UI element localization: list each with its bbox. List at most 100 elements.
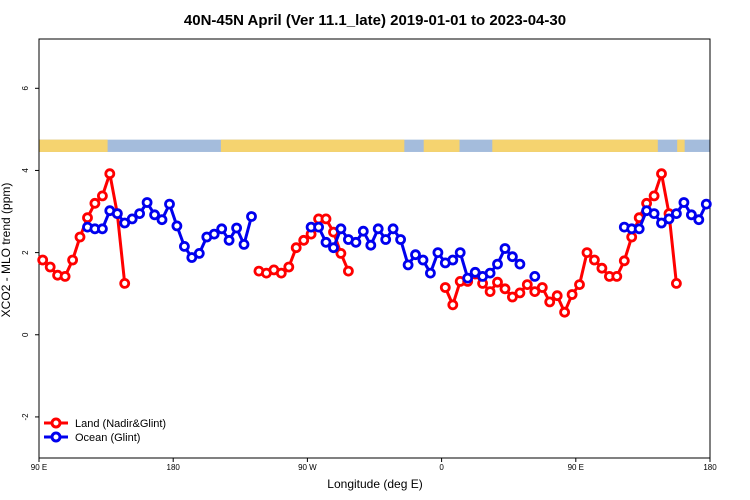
data-point-ocean <box>648 208 660 220</box>
data-point-ocean <box>141 197 153 208</box>
data-point-ocean <box>335 223 347 235</box>
data-point-land <box>611 270 623 282</box>
data-point-ocean <box>454 247 466 259</box>
data-point-ocean <box>387 223 399 235</box>
data-point-ocean <box>410 249 421 261</box>
data-point-ocean <box>193 247 205 259</box>
data-point-ocean <box>223 234 235 246</box>
land-band-segment <box>423 139 460 152</box>
data-point-land <box>82 212 93 224</box>
data-point-ocean <box>126 213 138 225</box>
data-point-land <box>342 265 354 277</box>
data-point-ocean <box>499 243 511 254</box>
data-point-ocean <box>633 223 645 235</box>
x-tick-label: 180 <box>703 463 717 472</box>
x-axis: 90 E 180 90 W 0 90 E 180 <box>31 458 717 472</box>
data-point-ocean <box>663 213 675 225</box>
y-tick-label: -2 <box>21 413 30 421</box>
data-point-land <box>97 190 108 202</box>
data-point-land <box>59 270 71 282</box>
data-point-land <box>574 279 585 291</box>
data-point-ocean <box>678 197 690 208</box>
data-point-ocean <box>671 208 682 220</box>
data-point-land <box>44 261 56 273</box>
data-point-land <box>67 254 78 266</box>
data-point-ocean <box>134 208 146 220</box>
data-point-ocean <box>492 258 503 270</box>
data-point-ocean <box>216 223 228 235</box>
data-point-ocean <box>700 198 712 210</box>
data-point-ocean <box>380 234 392 245</box>
data-point-ocean <box>365 239 377 251</box>
data-point-ocean <box>231 222 243 234</box>
data-point-ocean <box>313 221 325 233</box>
data-point-land <box>37 254 49 266</box>
data-point-ocean <box>178 240 190 252</box>
data-point-land <box>74 231 86 243</box>
data-point-land <box>536 282 548 293</box>
data-point-land <box>439 282 451 293</box>
x-axis-label: Longitude (deg E) <box>327 477 422 491</box>
legend: Land (Nadir&Glint) Ocean (Glint) <box>44 417 166 444</box>
data-point-ocean <box>395 234 407 245</box>
data-point-ocean <box>357 225 369 237</box>
data-point-ocean <box>328 242 339 254</box>
data-point-land <box>484 286 496 298</box>
y-tick-label: 4 <box>21 168 30 173</box>
data-point-land <box>89 197 101 209</box>
y-axis-label: XCO2 - MLO trend (ppm) <box>0 183 13 318</box>
data-point-land <box>559 306 570 318</box>
land-band-segment <box>39 139 108 152</box>
data-point-ocean <box>529 270 541 282</box>
data-point-land <box>335 247 347 259</box>
data-point-land <box>544 296 556 308</box>
x-tick-label: 180 <box>167 463 181 472</box>
data-point-ocean <box>350 236 362 248</box>
x-tick-label: 0 <box>439 463 444 472</box>
data-point-ocean <box>424 267 436 279</box>
data-point-ocean <box>417 254 429 266</box>
legend-label-ocean: Ocean (Glint) <box>75 432 140 444</box>
data-point-land <box>283 261 295 273</box>
land-band-segment <box>492 139 658 152</box>
x-tick-label: 90 E <box>568 463 584 472</box>
data-point-land <box>447 299 459 311</box>
data-point-ocean <box>97 223 108 235</box>
data-point-ocean <box>514 258 526 270</box>
data-point-land <box>566 289 578 300</box>
series-ocean <box>82 197 712 284</box>
data-point-ocean <box>171 220 183 232</box>
data-point-land <box>119 277 131 289</box>
legend-marker-land <box>50 417 62 429</box>
series-line-land <box>443 172 678 314</box>
data-point-ocean <box>507 251 518 263</box>
data-point-land <box>514 287 526 299</box>
x-tick-label: 90 E <box>31 463 47 472</box>
x-tick-label: 90 W <box>298 463 317 472</box>
data-point-land <box>618 255 630 267</box>
data-point-land <box>589 254 600 266</box>
data-point-ocean <box>149 209 161 221</box>
data-point-ocean <box>320 236 332 248</box>
data-point-land <box>671 277 682 289</box>
land-band-segment <box>677 139 685 152</box>
data-point-ocean <box>111 208 123 220</box>
data-point-land <box>581 247 593 259</box>
data-point-land <box>551 290 563 302</box>
data-point-ocean <box>462 272 474 284</box>
legend-marker-ocean <box>50 431 62 443</box>
data-point-land <box>492 276 503 288</box>
data-point-ocean <box>238 238 250 250</box>
data-point-land <box>275 267 287 279</box>
data-point-land <box>648 190 660 202</box>
y-tick-label: 0 <box>21 332 30 337</box>
data-point-ocean <box>484 267 496 279</box>
series-layer <box>37 168 712 318</box>
y-axis: -2 0 2 4 6 <box>21 86 39 421</box>
data-point-land <box>290 242 302 254</box>
data-point-land <box>596 262 608 274</box>
land-band-segment <box>220 139 405 152</box>
legend-label-land: Land (Nadir&Glint) <box>75 418 166 430</box>
y-tick-label: 6 <box>21 86 30 91</box>
y-tick-label: 2 <box>21 250 30 255</box>
